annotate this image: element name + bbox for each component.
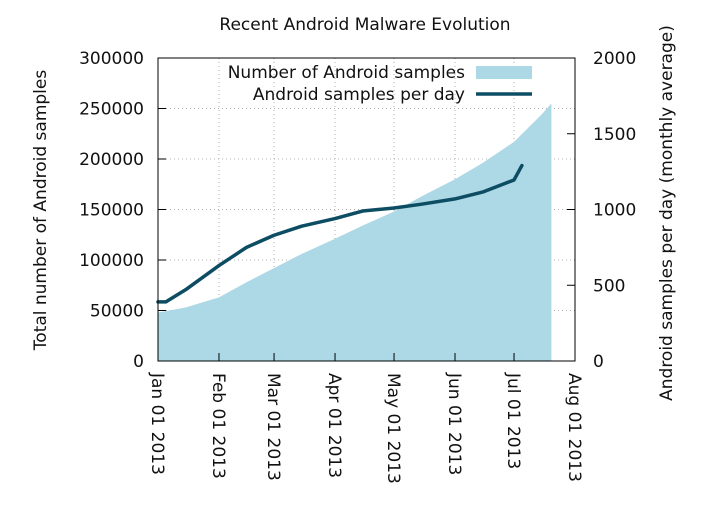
series-area-samples [158, 103, 552, 361]
legend-label: Android samples per day [253, 85, 465, 105]
y-tick-label: 250000 [79, 100, 144, 120]
x-tick-label: Aug 01 2013 [564, 373, 584, 482]
legend-label: Number of Android samples [228, 63, 465, 83]
y-tick-label: 200000 [79, 150, 144, 170]
y2-tick-label: 0 [593, 352, 604, 372]
y-tick-label: 100000 [79, 251, 144, 271]
x-tick-label: Jan 01 2013 [147, 372, 167, 475]
legend-swatch-area [476, 66, 532, 79]
line-layer [156, 163, 524, 304]
x-tick-label: May 01 2013 [383, 373, 403, 484]
y2-axis-label: Android samples per day (monthly average… [657, 25, 677, 401]
x-tick-label: Mar 01 2013 [263, 373, 283, 481]
area-layer [158, 103, 552, 361]
y-tick-label: 150000 [79, 201, 144, 221]
y-tick-label: 0 [133, 352, 144, 372]
y2-tick-label: 500 [593, 276, 625, 296]
x-tick-label: Feb 01 2013 [208, 373, 228, 479]
y-axis-label: Total number of Android samples [31, 70, 51, 352]
y-tick-label: 300000 [79, 49, 144, 69]
y-tick-label: 50000 [90, 302, 144, 322]
y2-tick-label: 1000 [593, 201, 636, 221]
chart-title: Recent Android Malware Evolution [219, 15, 510, 35]
ticks-layer [157, 57, 576, 362]
y2-tick-label: 1500 [593, 125, 636, 145]
x-tick-label: Apr 01 2013 [324, 373, 344, 478]
y2-tick-label: 2000 [593, 49, 636, 69]
series-line-per-day [156, 163, 524, 304]
labels-layer: 0 50000 100000 150000 200000 250000 300000 0 500… [79, 49, 636, 484]
x-tick-label: Jul 01 2013 [503, 372, 523, 469]
x-tick-label: Jun 01 2013 [444, 372, 464, 475]
